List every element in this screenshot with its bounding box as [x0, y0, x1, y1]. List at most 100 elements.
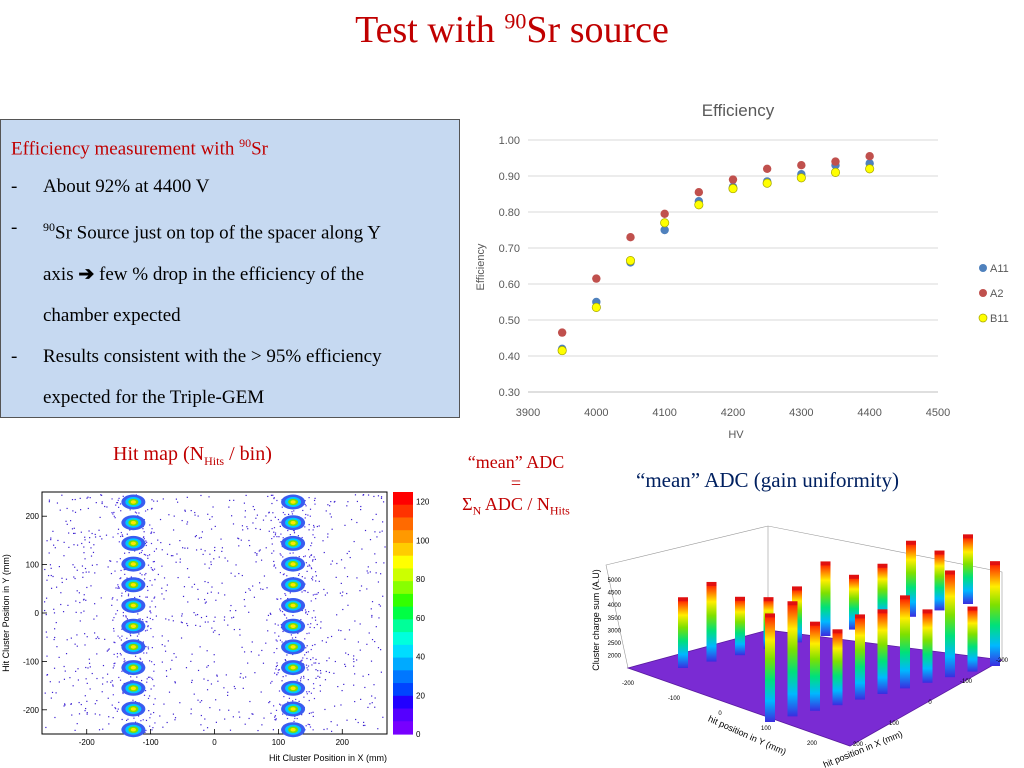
hit-dot [273, 536, 275, 538]
hit-dot [223, 687, 225, 689]
hit-dot [139, 595, 141, 598]
hit-dot [272, 494, 274, 496]
data-point [557, 346, 567, 356]
hit-cluster [130, 520, 136, 525]
hit-dot [147, 589, 149, 592]
hit-dot [301, 714, 303, 716]
hit-dot [378, 617, 380, 619]
hit-dot [153, 663, 155, 666]
hit-dot [90, 547, 92, 549]
colorbar-tick-label: 20 [416, 691, 425, 700]
bullet-item: - About 92% at 4400 V [11, 176, 210, 198]
hit-dot [248, 588, 250, 590]
hit-dot [281, 680, 283, 682]
hit-dot [213, 558, 215, 560]
hit-dot [83, 598, 85, 600]
hit-dot [186, 523, 188, 525]
hit-dot [111, 704, 113, 706]
hit-dot [279, 553, 281, 555]
hit-dot [199, 646, 201, 648]
hit-dot [84, 536, 86, 538]
hit-dot [69, 677, 71, 679]
colorbar-segment [393, 517, 413, 531]
hit-dot [308, 699, 310, 702]
hit-dot [146, 678, 148, 680]
hit-dot [333, 501, 335, 503]
hit-dot [116, 656, 119, 658]
hit-dot [239, 628, 241, 631]
hit-dot [117, 635, 119, 637]
hit-dot [145, 572, 147, 575]
hit-dot [161, 635, 163, 637]
hit-dot [301, 659, 303, 661]
hit-dot [271, 502, 273, 505]
hit-dot [310, 623, 312, 625]
hit-dot [174, 719, 176, 721]
hit-dot [313, 687, 315, 690]
hit-dot [302, 657, 304, 659]
hit-dot [331, 528, 333, 530]
hit-dot [50, 574, 52, 577]
hit-dot [344, 567, 346, 569]
hit-dot [117, 533, 119, 535]
hit-dot [194, 536, 196, 538]
hit-dot [122, 535, 124, 537]
hit-dot [265, 515, 267, 517]
hit-dot [276, 647, 278, 650]
colorbar-tick-label: 80 [416, 575, 425, 584]
hit-dot [350, 518, 353, 521]
hit-dot [316, 525, 318, 528]
hit-dot [316, 593, 318, 595]
hit-dot [145, 729, 147, 732]
hit-dot [367, 566, 369, 568]
colorbar-segment [393, 670, 413, 684]
hit-dot [130, 679, 132, 682]
hit-dot [145, 596, 147, 598]
hit-dot [318, 662, 320, 665]
hit-dot [122, 615, 125, 617]
hit-dot [195, 535, 197, 537]
hit-dot [206, 650, 208, 652]
hit-dot [157, 539, 159, 541]
adc-z-tick: 2500 [608, 641, 622, 647]
hit-dot [53, 638, 55, 641]
hit-dot [149, 606, 151, 608]
hitmap-y-tick: -200 [23, 706, 40, 715]
hit-dot [261, 724, 263, 726]
hit-dot [308, 529, 310, 531]
adc-strip [810, 624, 820, 711]
hit-dot [115, 613, 117, 615]
hit-dot [330, 516, 332, 518]
hit-dot [149, 580, 151, 582]
hit-dot [380, 649, 382, 651]
adc-strip [877, 612, 888, 694]
hit-dot [113, 511, 115, 514]
hit-dot [121, 670, 123, 672]
hit-dot [145, 544, 147, 547]
hit-dot [249, 589, 251, 591]
adc-z-tick: 3000 [608, 628, 622, 634]
hit-dot [94, 536, 97, 538]
data-point [762, 178, 772, 188]
adc-z-tick: 4500 [608, 591, 622, 597]
hit-cluster [130, 665, 136, 670]
hit-dot [113, 641, 115, 643]
hit-dot [151, 729, 153, 731]
hit-dot [299, 680, 302, 682]
hit-dot [60, 592, 62, 594]
hit-dot [344, 665, 347, 667]
hit-dot [378, 603, 380, 606]
hit-dot [258, 550, 260, 552]
x-tick-label: 3900 [516, 407, 540, 419]
hit-dot [311, 542, 313, 544]
adc-strip [832, 632, 843, 706]
hit-dot [242, 529, 244, 531]
colorbar-tick-label: 40 [416, 653, 425, 662]
mean-adc-formula: “mean” ADC = ΣN ADC / NHits [462, 452, 570, 518]
hit-dot [91, 672, 93, 675]
hit-dot [67, 604, 69, 606]
legend-marker [979, 264, 987, 272]
hit-dot [116, 502, 118, 504]
adc-strip-top [990, 561, 1000, 566]
hit-dot [374, 531, 376, 533]
